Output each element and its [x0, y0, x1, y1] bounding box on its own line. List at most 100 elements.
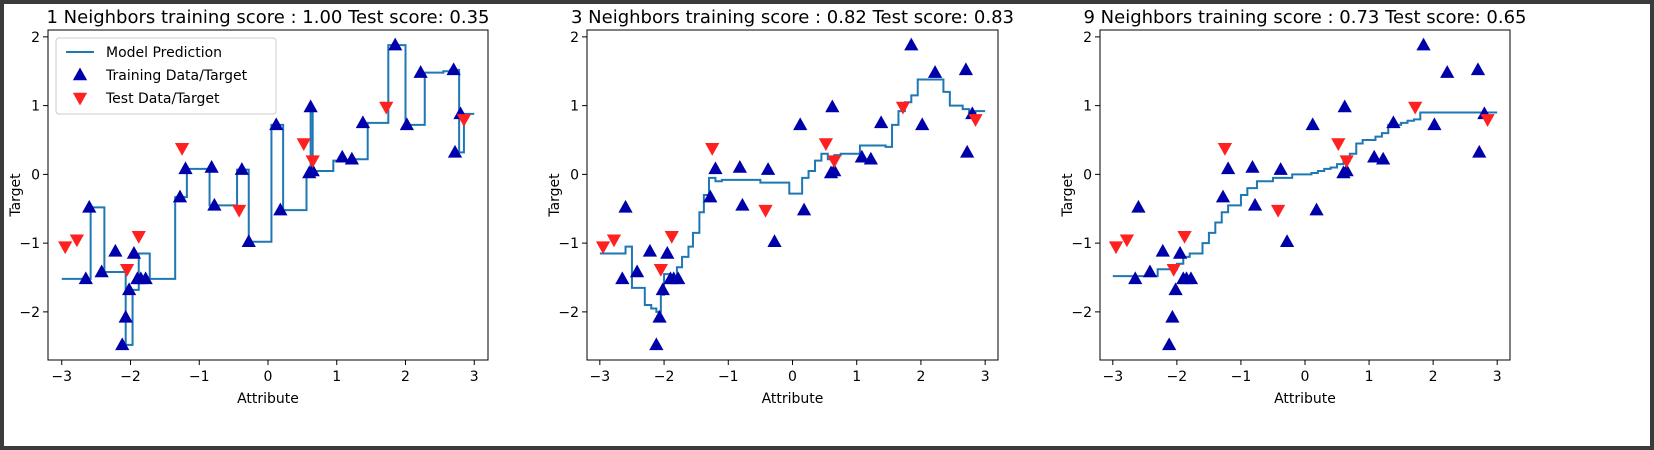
training-point [118, 309, 133, 323]
y-tick-label: 1 [570, 99, 579, 115]
x-tick-label: 1 [332, 369, 341, 385]
training-point [446, 62, 461, 76]
training-point [122, 282, 137, 296]
training-point [649, 337, 664, 351]
training-point [447, 144, 463, 158]
training-point [1183, 271, 1199, 285]
test-point [119, 264, 135, 277]
y-tick-label: −2 [19, 305, 40, 321]
test-point [595, 241, 611, 255]
training-point [1337, 99, 1352, 113]
training-point [629, 264, 645, 278]
test-point [895, 101, 911, 115]
y-tick-label: 0 [31, 167, 40, 183]
x-tick-label: 2 [401, 369, 410, 385]
training-point [1165, 309, 1180, 323]
training-point [82, 199, 97, 213]
x-tick-label: −2 [1167, 369, 1188, 385]
model-prediction-line [61, 44, 475, 346]
test-point [456, 114, 472, 127]
training-point [1416, 37, 1431, 51]
training-point [413, 65, 428, 78]
test-point [305, 155, 320, 169]
x-tick-label: −1 [1231, 369, 1252, 385]
x-tick-label: −2 [120, 369, 141, 385]
training-point [204, 160, 219, 173]
test-point [827, 155, 842, 169]
subplot-3: 9 Neighbors training score : 0.73 Test s… [1060, 7, 1527, 407]
x-tick-label: 0 [788, 369, 797, 385]
x-tick-label: −3 [590, 369, 611, 385]
x-tick-label: 2 [916, 369, 925, 385]
test-point [1108, 241, 1124, 255]
training-point [904, 37, 919, 51]
training-point [241, 234, 256, 247]
test-point [1331, 138, 1346, 151]
training-point [94, 264, 109, 278]
training-point [760, 162, 776, 175]
training-point [126, 245, 142, 259]
training-point [1305, 117, 1320, 131]
training-point [863, 151, 878, 165]
test-point [1270, 204, 1286, 218]
training-point [273, 202, 288, 216]
test-point [664, 231, 679, 244]
training-point [708, 161, 723, 175]
x-axis-label: Attribute [762, 391, 824, 407]
figure: 1 Neighbors training score : 1.00 Test s… [4, 4, 1650, 446]
subplot-title: 1 Neighbors training score : 1.00 Test s… [46, 7, 489, 28]
x-tick-label: 1 [1365, 369, 1374, 385]
test-point [1217, 143, 1233, 156]
test-point [296, 138, 311, 151]
training-point [703, 189, 718, 203]
training-point [827, 163, 842, 177]
test-point [818, 138, 834, 151]
training-point [735, 197, 750, 211]
legend: Model Prediction Training Data/Target Test… [55, 37, 277, 115]
plot-area [1108, 37, 1498, 351]
x-tick-label: −2 [654, 369, 675, 385]
training-point [138, 271, 153, 285]
legend-label: Test Data/Target [105, 91, 220, 107]
training-point [1472, 144, 1487, 158]
test-point [69, 234, 84, 248]
training-point [1168, 282, 1183, 296]
training-point [388, 37, 403, 51]
legend-triangle-up-swatch [72, 67, 88, 81]
axes-frame [1099, 29, 1511, 361]
test-point [1177, 231, 1192, 244]
training-point [355, 115, 370, 129]
training-point [660, 245, 675, 259]
x-tick-label: −3 [1102, 369, 1123, 385]
test-point [58, 241, 73, 255]
training-point [305, 163, 320, 177]
training-point [1162, 337, 1177, 351]
x-tick-label: −3 [51, 369, 72, 385]
training-point [1309, 202, 1324, 216]
training-point [615, 271, 630, 285]
training-point [671, 271, 686, 285]
y-tick-label: 0 [1083, 167, 1092, 183]
training-point [1142, 264, 1158, 278]
y-tick-label: 1 [31, 99, 40, 115]
training-point [335, 149, 350, 163]
y-tick-label: −1 [1071, 236, 1092, 252]
y-axis-label: Target [8, 173, 24, 218]
training-point [854, 149, 869, 163]
test-point [379, 101, 394, 115]
test-point [174, 143, 190, 156]
training-point [1440, 65, 1455, 78]
training-point [873, 115, 889, 129]
figure-canvas: 1 Neighbors training score : 1.00 Test s… [8, 7, 1527, 407]
training-point [399, 117, 414, 131]
y-tick-label: 2 [1083, 30, 1092, 46]
y-tick-label: −2 [1071, 305, 1092, 321]
training-point [1245, 160, 1260, 173]
test-point [1408, 101, 1423, 115]
y-tick-label: 2 [31, 30, 40, 46]
training-point [1131, 199, 1146, 213]
training-point [655, 282, 670, 296]
training-point [115, 337, 130, 351]
training-point [172, 189, 188, 203]
x-tick-label: 3 [470, 369, 479, 385]
